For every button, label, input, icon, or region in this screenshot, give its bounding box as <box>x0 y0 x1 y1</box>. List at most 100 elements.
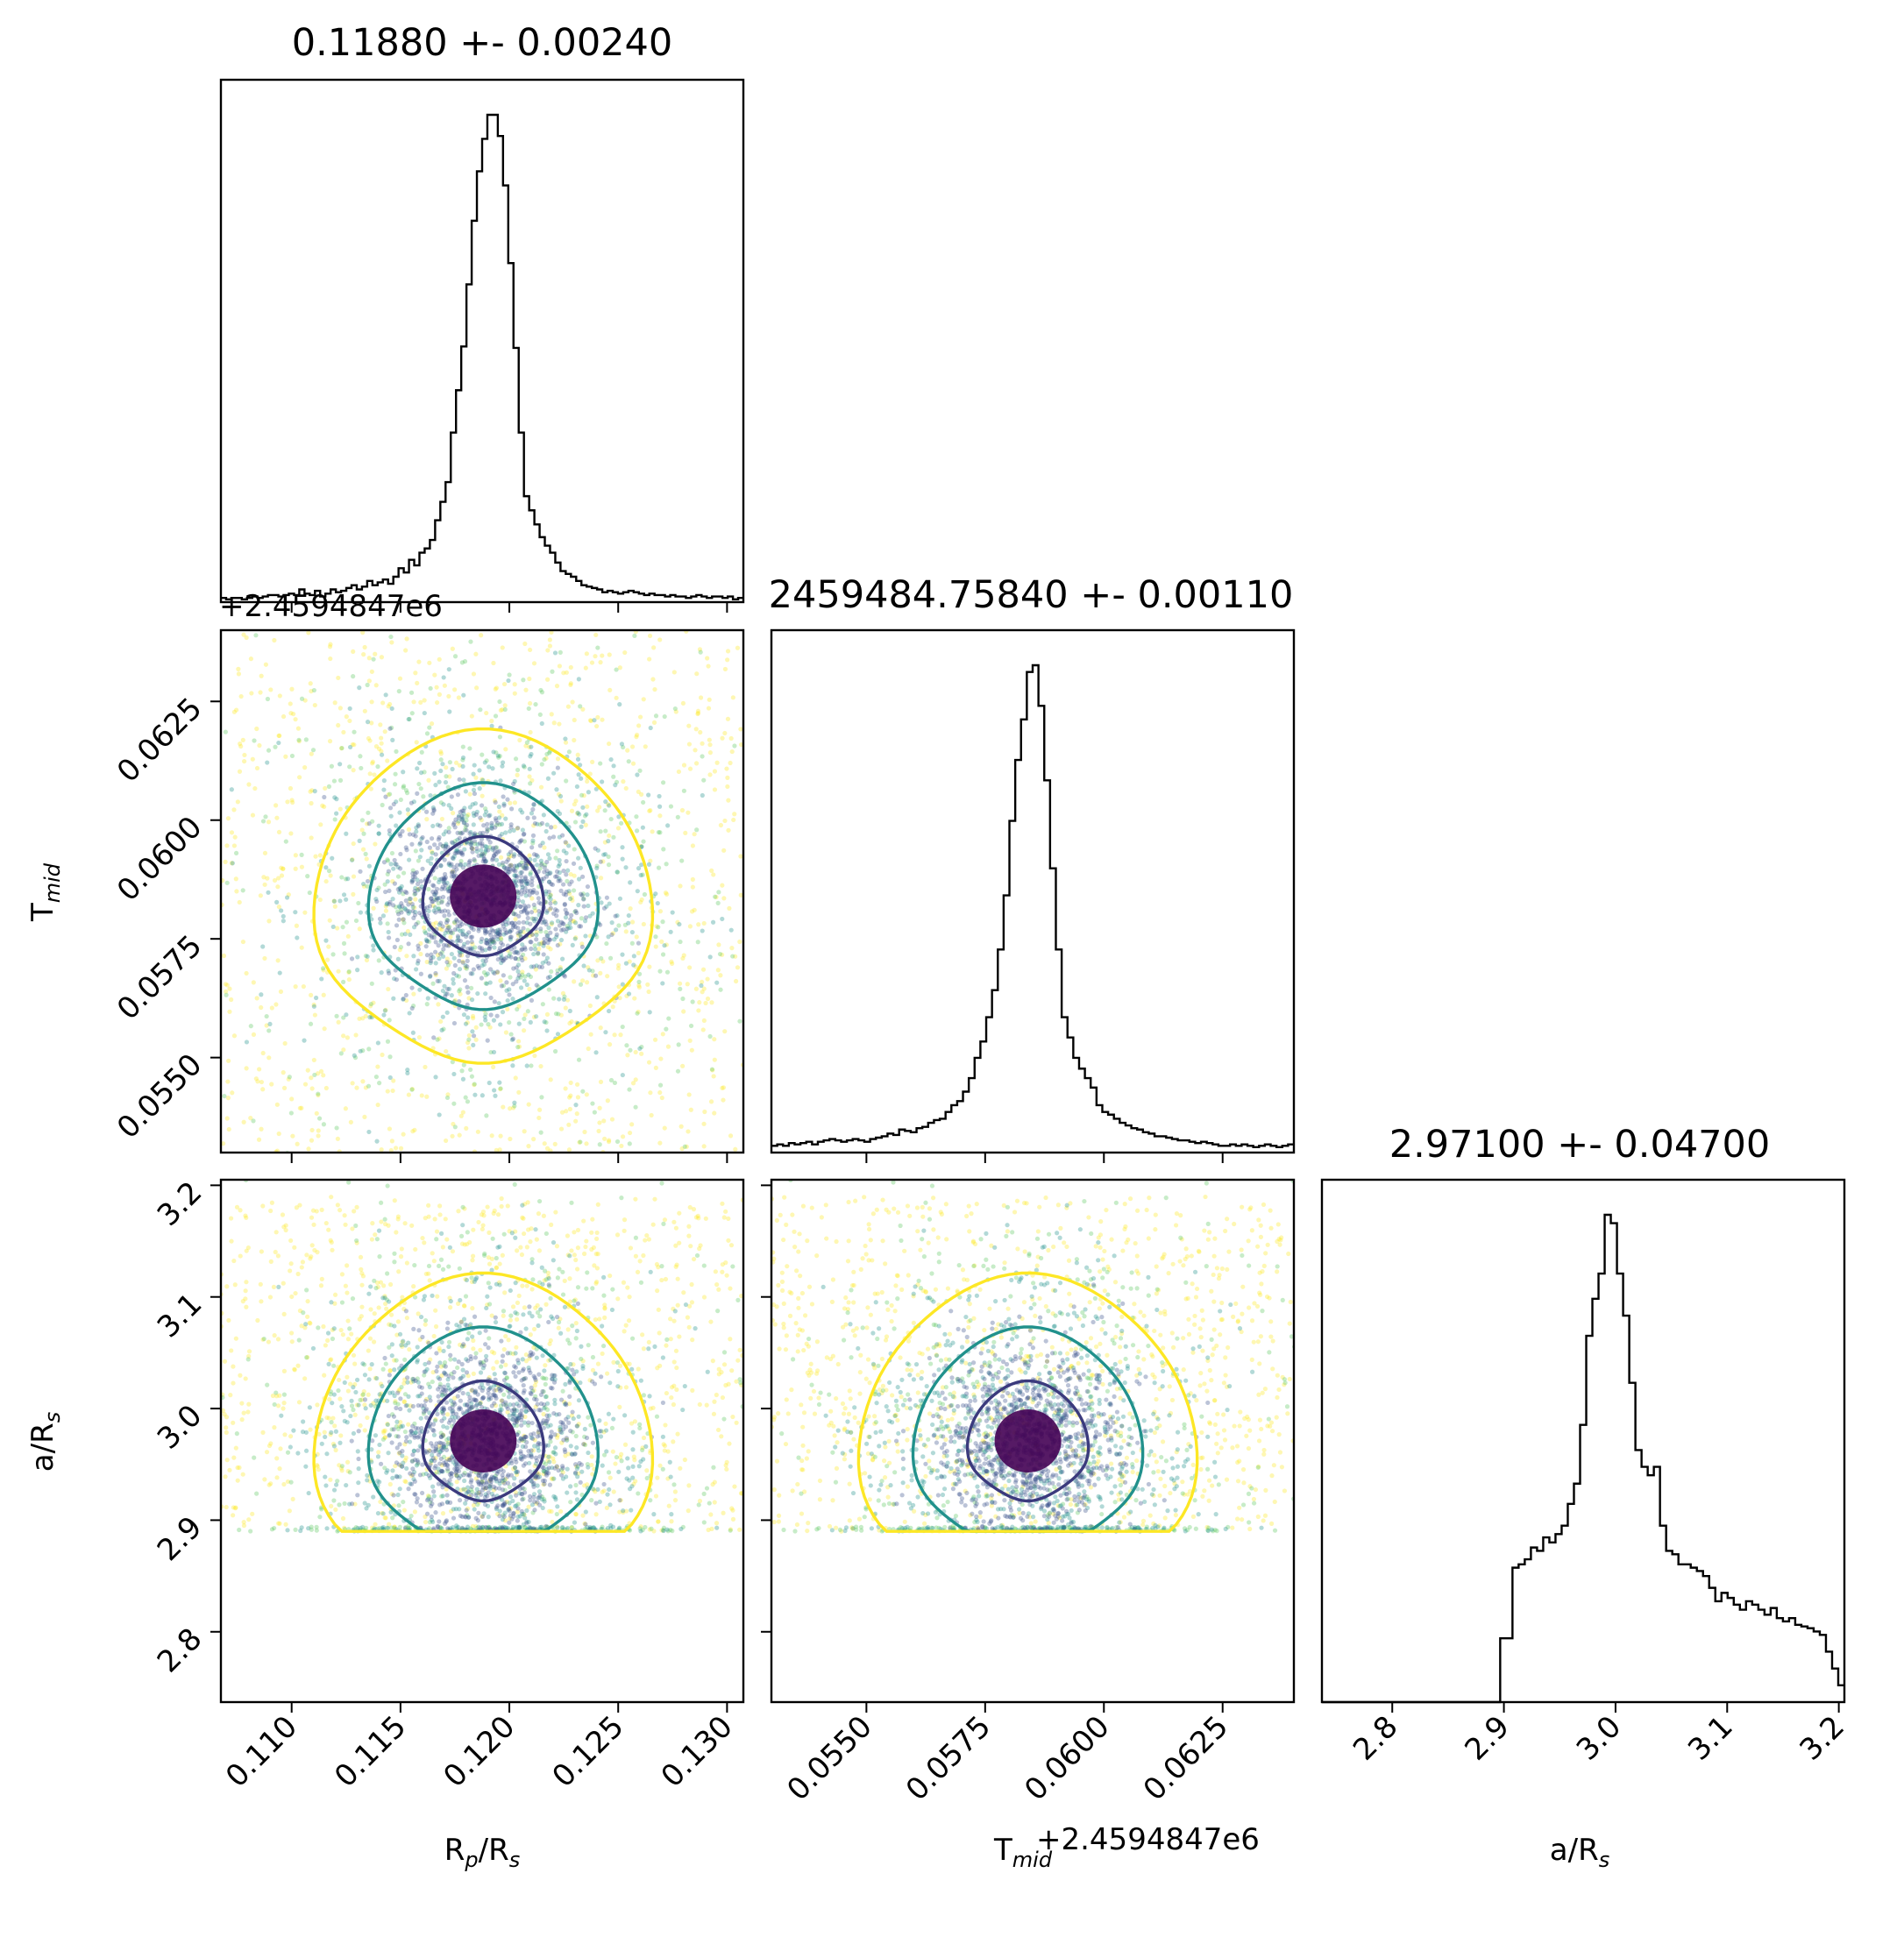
sample-point <box>407 857 412 862</box>
sample-point <box>507 987 512 992</box>
sample-point <box>263 662 268 667</box>
sample-point <box>739 1293 743 1299</box>
sample-point <box>336 722 341 728</box>
sample-point <box>644 1475 650 1481</box>
sample-point <box>438 751 444 756</box>
sample-point <box>289 686 295 692</box>
sample-point <box>532 1437 537 1443</box>
sample-point <box>545 1423 551 1429</box>
sample-point <box>622 1217 628 1223</box>
sample-point <box>647 1527 652 1532</box>
sample-point <box>449 874 455 879</box>
sample-point <box>429 1517 435 1522</box>
sample-point <box>311 1057 316 1063</box>
sample-point <box>541 1482 546 1487</box>
sample-point <box>502 1510 508 1515</box>
sample-point <box>302 1325 308 1330</box>
sample-point <box>308 789 313 794</box>
sample-point <box>494 1013 500 1018</box>
sample-point <box>403 1479 409 1485</box>
sample-point <box>535 1483 540 1488</box>
sample-point <box>398 1419 403 1425</box>
sample-point <box>399 883 404 889</box>
sample-point <box>362 708 367 713</box>
sample-point <box>265 696 271 702</box>
sample-point <box>737 1347 742 1352</box>
sample-point <box>568 1080 573 1085</box>
sample-point <box>555 1435 560 1440</box>
sample-point <box>546 1358 551 1363</box>
scatter-points <box>221 630 743 1153</box>
sample-point <box>522 907 527 913</box>
sample-point <box>447 1456 452 1461</box>
sample-point <box>444 923 451 929</box>
sample-point <box>423 944 429 949</box>
sample-point <box>250 812 256 818</box>
sample-point <box>515 968 521 975</box>
sample-point <box>695 711 701 716</box>
sample-point <box>387 1390 393 1395</box>
sample-point <box>266 1482 272 1487</box>
sample-point <box>401 891 406 897</box>
sample-point <box>435 1037 440 1042</box>
sample-point <box>575 1285 581 1290</box>
sample-point <box>469 1074 475 1079</box>
sample-point <box>421 925 427 930</box>
sample-point <box>439 1393 445 1398</box>
sample-point <box>461 1302 467 1309</box>
sample-point <box>439 926 444 933</box>
sample-point <box>323 785 328 791</box>
sample-point <box>487 1025 493 1030</box>
sample-point <box>460 865 465 870</box>
sample-point <box>411 1284 416 1289</box>
sample-point <box>542 1496 547 1502</box>
sample-point <box>457 835 462 841</box>
sample-point <box>533 916 539 921</box>
sample-point <box>281 866 286 871</box>
sample-point <box>233 1445 238 1451</box>
sample-point <box>460 757 465 763</box>
sample-point <box>356 1402 361 1408</box>
sample-point <box>523 863 529 869</box>
sample-point <box>582 1129 587 1135</box>
sample-point <box>570 942 575 947</box>
sample-point <box>260 1203 266 1209</box>
sample-point <box>472 801 479 806</box>
sample-point <box>661 1528 666 1534</box>
sample-point <box>311 687 316 693</box>
sample-point <box>452 825 458 830</box>
sample-point <box>469 985 474 991</box>
sample-point <box>392 1198 397 1203</box>
sample-point <box>314 1209 319 1214</box>
sample-point <box>531 661 537 666</box>
sample-point <box>701 920 707 926</box>
sample-point <box>513 1235 518 1240</box>
sample-point <box>373 651 378 656</box>
sample-point <box>382 729 387 734</box>
sample-point <box>629 919 636 925</box>
sample-point <box>380 913 387 919</box>
sample-point <box>530 1277 536 1282</box>
sample-point <box>536 946 542 952</box>
sample-point <box>534 1237 539 1242</box>
sample-point <box>536 964 543 969</box>
sample-point <box>639 862 644 868</box>
sample-point <box>380 1524 386 1530</box>
sample-point <box>352 1209 357 1214</box>
sample-point <box>404 1465 409 1472</box>
sample-point <box>516 1524 522 1529</box>
sample-point <box>700 1027 706 1032</box>
sample-point <box>251 1032 257 1037</box>
sample-point <box>371 1339 377 1345</box>
sample-point <box>508 1313 514 1318</box>
sample-point <box>543 1231 549 1237</box>
sample-point <box>538 784 544 790</box>
sample-point <box>413 1246 418 1252</box>
sample-point <box>347 1326 352 1331</box>
sample-point <box>242 752 247 758</box>
sample-point <box>611 1416 616 1422</box>
sample-point <box>558 878 563 883</box>
sample-point <box>560 990 566 996</box>
sample-point <box>355 954 360 960</box>
sample-point <box>575 1095 581 1100</box>
